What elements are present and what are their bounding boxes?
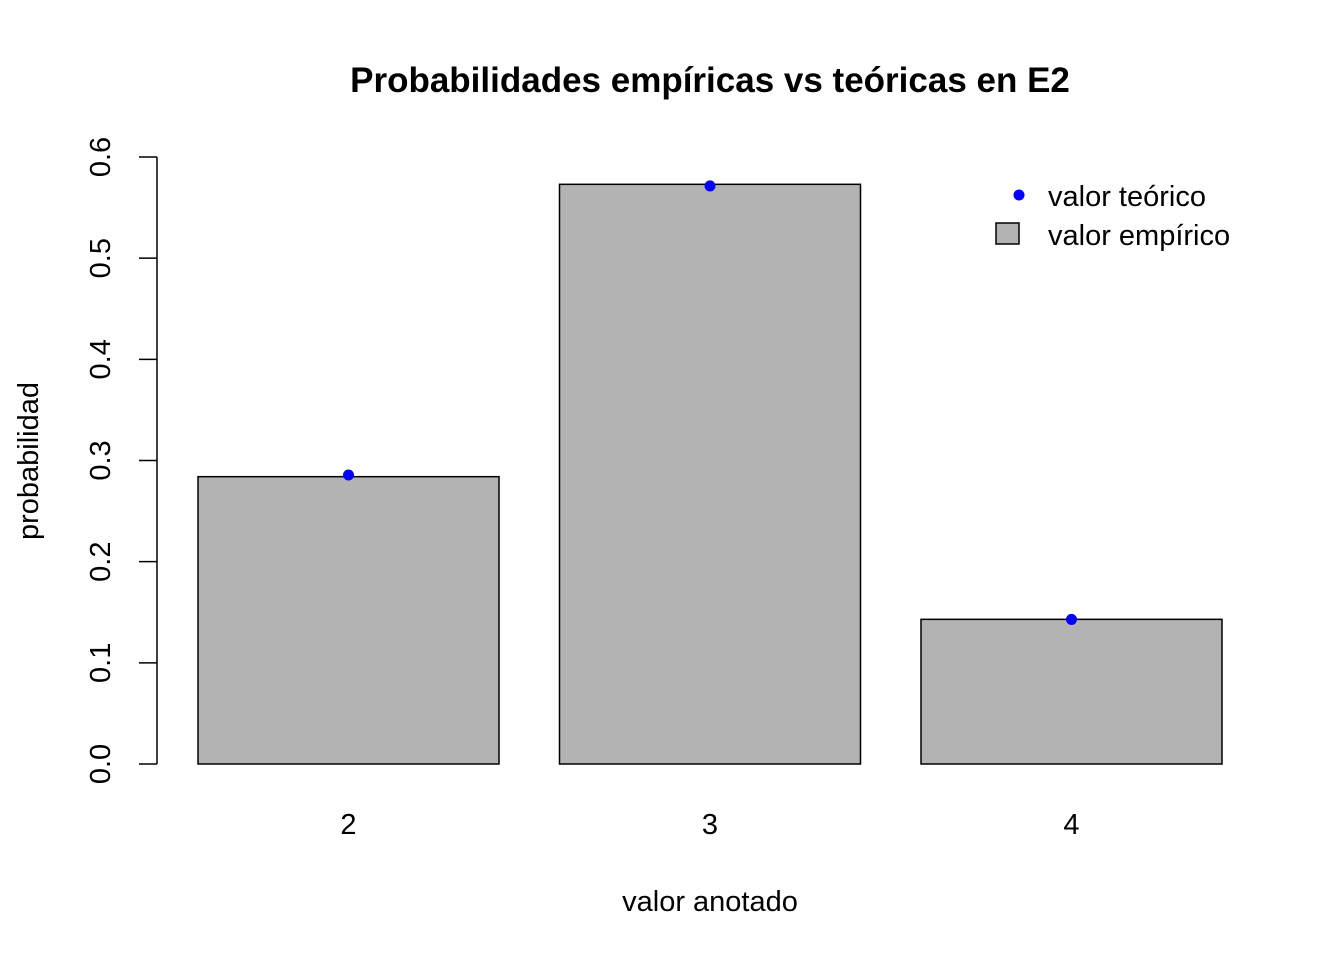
y-tick-label-1: 0.1 <box>85 643 117 683</box>
y-tick-label-3: 0.3 <box>85 440 117 480</box>
point-2 <box>343 469 354 481</box>
y-tick-label-5: 0.5 <box>85 238 117 278</box>
legend-box-icon <box>995 222 1020 245</box>
points-group <box>343 180 1077 625</box>
bar-3 <box>558 183 862 765</box>
point-3 <box>704 180 716 192</box>
x-axis-label: valor anotado <box>622 886 798 918</box>
legend-label-1: valor empírico <box>1048 220 1230 252</box>
bar-4 <box>920 618 1223 765</box>
x-tick-label-2: 2 <box>340 809 356 841</box>
y-axis: 0.0 0.1 0.2 0.3 0.4 0.5 0.6 <box>85 137 158 784</box>
y-tick-label-0: 0.0 <box>85 744 117 784</box>
bar-2 <box>197 475 500 765</box>
y-axis-label: probabilidad <box>13 382 45 540</box>
x-tick-labels: 2 3 4 <box>340 809 1079 841</box>
point-4 <box>1066 613 1077 625</box>
y-tick-label-2: 0.2 <box>85 542 117 582</box>
legend-point-icon <box>1013 189 1025 201</box>
y-tick-label-4: 0.4 <box>85 339 117 379</box>
chart-title: Probabilidades empíricas vs teóricas en … <box>350 61 1070 100</box>
legend-label-0: valor teórico <box>1048 181 1206 213</box>
legend: valor teórico valor empírico <box>995 181 1230 252</box>
y-tick-label-6: 0.6 <box>85 137 117 177</box>
x-tick-label-4: 4 <box>1063 809 1079 841</box>
x-tick-label-3: 3 <box>702 809 718 841</box>
